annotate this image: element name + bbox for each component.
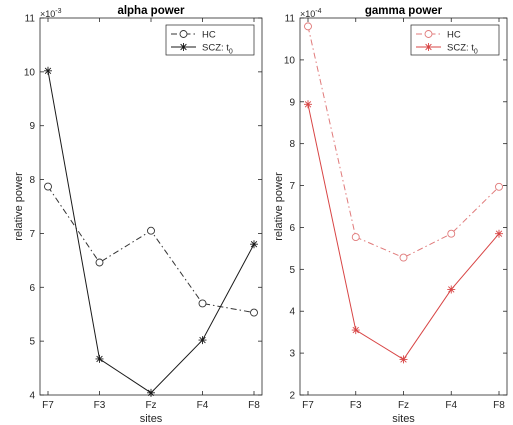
y-tick-label: 9 (289, 97, 295, 108)
hc-marker (95, 258, 104, 267)
hc-marker (250, 308, 258, 317)
scz-marker (44, 66, 52, 75)
x-tick-label: Fz (398, 400, 409, 411)
y-tick-label: 7 (29, 229, 35, 240)
legend: HC SCZ: t0 (165, 24, 255, 56)
scz-marker (447, 285, 456, 294)
scz-marker (147, 388, 155, 397)
x-axis-label: sites (392, 413, 415, 425)
x-tick-label: F7 (302, 400, 314, 411)
scz-marker (250, 240, 258, 249)
y-tick-label: 5 (289, 265, 295, 276)
legend-label: SCZ: t0 (202, 43, 233, 56)
scz-marker (198, 336, 207, 345)
y-tick-label: 6 (29, 283, 35, 294)
legend-label-main: SCZ: t (447, 43, 474, 54)
x-tick-label: F8 (248, 400, 260, 411)
hc-marker (447, 229, 456, 238)
alpha-axes-box (39, 17, 263, 396)
hc-marker (304, 22, 312, 31)
y-tick-label: 6 (289, 223, 295, 234)
y-tick-label: 11 (285, 14, 296, 25)
exponent-power: -3 (55, 8, 61, 15)
chart-title: gamma power (365, 5, 443, 17)
legend-label: HC (447, 30, 461, 41)
scz-marker (495, 229, 503, 238)
x-tick-label: Fz (145, 400, 156, 411)
legend-label-main: HC (202, 30, 216, 41)
scz-marker (95, 354, 104, 363)
hc-marker (198, 299, 207, 308)
y-axis-label: relative power (13, 172, 25, 241)
legend-label-main: HC (447, 30, 461, 41)
hc-marker (399, 253, 408, 262)
x-tick-label: F4 (445, 400, 457, 411)
hc-marker (44, 182, 52, 191)
gamma-panel: 2 3 4 5 6 7 8 9 10 11 F7 F3 Fz F4 F8 gamma power sites re… (273, 5, 508, 425)
scz-marker (351, 326, 360, 335)
x-tick-label: F3 (350, 400, 362, 411)
legend-marker (179, 30, 188, 38)
hc-marker (351, 233, 360, 242)
y-tick-label: 5 (29, 337, 35, 348)
x-axis-label: sites (140, 413, 163, 425)
series-line-hc (47, 186, 255, 314)
series-line-hc (307, 26, 500, 259)
hc-marker (147, 226, 155, 235)
y-tick-label: 3 (289, 349, 295, 360)
exponent-base: ×10 (40, 9, 55, 19)
y-tick-label: 10 (284, 55, 296, 66)
y-tick-label: 4 (29, 391, 35, 402)
x-tick-label: F7 (42, 400, 54, 411)
legend-label: HC (202, 30, 216, 41)
series-line-scz (307, 104, 500, 361)
y-axis-label: relative power (273, 172, 285, 241)
exponent-base: ×10 (300, 9, 315, 19)
gamma-axes-box (299, 17, 508, 396)
y-scale-exponent: ×10-3 (40, 8, 62, 19)
legend-box (165, 24, 255, 56)
legend-box (410, 24, 500, 56)
y-tick-label: 9 (29, 121, 35, 132)
scz-marker (399, 355, 408, 364)
exponent-power: -4 (315, 8, 321, 15)
y-tick-label: 8 (29, 175, 35, 186)
legend: HC SCZ: t0 (410, 24, 500, 56)
y-tick-label: 10 (24, 67, 36, 78)
legend-marker (424, 43, 433, 51)
legend-label: SCZ: t0 (447, 43, 478, 56)
y-tick-label: 2 (289, 391, 295, 402)
legend-label-subscript: 0 (474, 49, 478, 56)
x-tick-label: F4 (197, 400, 209, 411)
legend-label-main: SCZ: t (202, 43, 229, 54)
scz-marker (304, 100, 312, 109)
hc-marker (495, 182, 503, 191)
y-tick-label: 7 (289, 181, 295, 192)
y-tick-label: 11 (25, 14, 36, 25)
alpha-panel: 4 5 6 7 8 9 10 11 F7 F3 Fz F4 F8 alpha power sites rela… (13, 5, 263, 425)
y-scale-exponent: ×10-4 (300, 8, 322, 19)
chart-title: alpha power (117, 5, 185, 17)
legend-label-subscript: 0 (229, 49, 233, 56)
y-tick-label: 8 (289, 139, 295, 150)
legend-marker (424, 30, 433, 38)
x-tick-label: F3 (94, 400, 106, 411)
x-tick-label: F8 (493, 400, 505, 411)
legend-marker (179, 43, 188, 51)
y-tick-label: 4 (289, 307, 295, 318)
